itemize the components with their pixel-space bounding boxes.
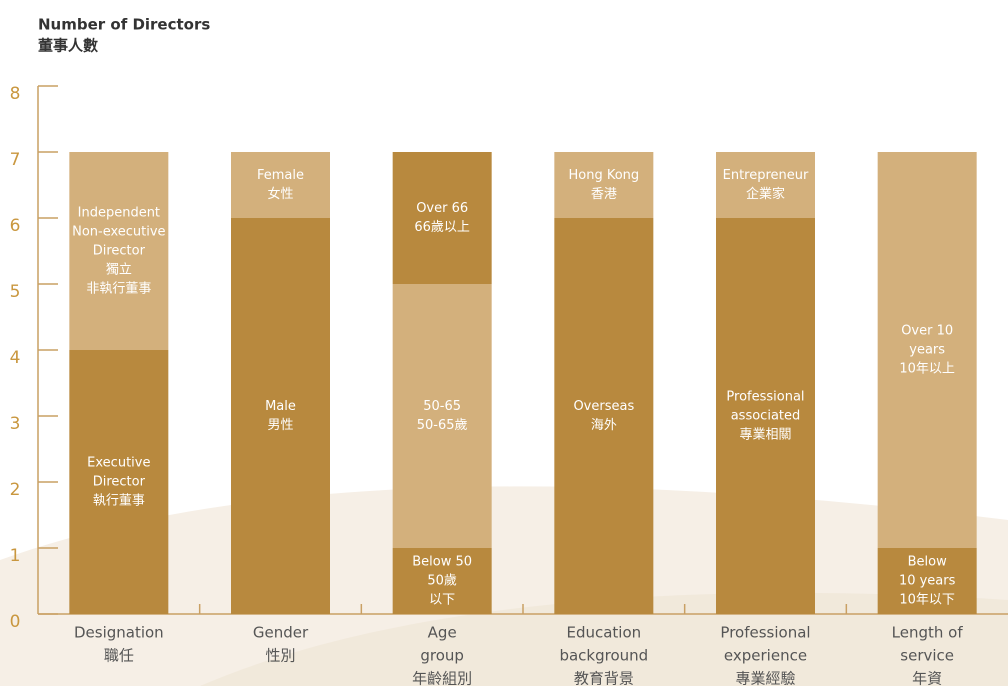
segment-label: 66歲以上 [414,220,470,235]
segment-label: 專業相關 [739,427,791,443]
y-tick-label: 4 [10,348,21,368]
x-tick-label: Age [428,624,457,642]
bar-segment [716,218,815,614]
x-tick-label: experience [724,647,807,665]
x-tick-label: background [559,647,648,665]
y-tick-label: 1 [10,546,21,566]
y-tick-label: 0 [10,612,21,632]
segment-label: 50歲 [427,574,457,589]
x-tick-label: Designation [74,624,164,642]
bar-segment [392,152,492,284]
bar-segment [392,284,492,548]
segment-label: Over 10 [901,324,953,339]
y-tick-label: 8 [10,84,21,104]
y-tick-label: 3 [10,414,21,434]
bar-segment [392,548,492,614]
segment-label: 以下 [429,593,455,608]
segment-label: Hong Kong [568,168,639,183]
x-tick-label: 年齡組別 [412,670,472,686]
segment-label: Male [265,399,296,414]
segment-label: associated [731,409,801,424]
x-tick-label: Education [566,624,641,642]
bar-segment [69,152,169,350]
segment-label: 獨立 [106,263,132,278]
bar-segment [554,152,654,218]
segment-label: 男性 [267,418,293,433]
x-tick-label: Gender [253,624,309,642]
bar-segment [877,548,977,614]
segment-label: 企業家 [746,186,785,202]
segment-label: 10 years [899,574,956,589]
segment-label: 香港 [591,187,617,202]
segment-label: years [909,343,945,358]
x-tick-label: service [900,647,954,665]
y-tick-label: 2 [10,480,21,500]
segment-label: 50-65 [423,399,461,414]
x-tick-label: Professional [720,624,810,642]
segment-label: Non-executive [72,225,165,240]
segment-label: 非執行董事 [86,281,151,297]
segment-label: Entrepreneur [723,168,809,183]
x-tick-label: 專業經驗 [735,670,795,686]
bar-segment [69,350,169,614]
segment-label: Overseas [573,399,634,414]
segment-label: Below 50 [412,555,472,570]
segment-label: Below [908,555,947,570]
bar-segment [554,218,654,614]
y-tick-label: 7 [10,150,21,170]
bar-segment [231,152,330,218]
segment-label: 執行董事 [93,493,145,509]
x-tick-label: 性別 [265,647,295,665]
bar-segment [231,218,330,614]
bar-segment [716,152,815,218]
segment-label: Female [257,168,304,183]
segment-label: Director [93,244,146,259]
background-swoosh [200,592,1008,686]
segment-label: 女性 [267,186,293,202]
segment-label: 海外 [591,418,617,433]
segment-label: Director [93,475,146,490]
x-tick-label: 年資 [912,670,942,686]
x-tick-label: group [420,647,464,665]
chart-subtitle: 董事人數 [38,37,98,55]
y-tick-label: 5 [10,282,21,302]
segment-label: 50-65歲 [417,418,468,433]
x-tick-label: Length of [892,624,964,642]
chart-title: Number of Directors [38,16,210,34]
segment-label: Professional [726,390,804,405]
segment-label: Executive [87,456,150,471]
bar-segment [877,152,977,548]
segment-label: Independent [78,206,160,221]
x-tick-label: 職任 [104,647,134,665]
x-tick-label: 教育背景 [574,670,634,686]
y-tick-label: 6 [10,216,21,236]
segment-label: 10年以上 [899,362,955,377]
segment-label: Over 66 [416,201,468,216]
segment-label: 10年以下 [899,593,955,608]
